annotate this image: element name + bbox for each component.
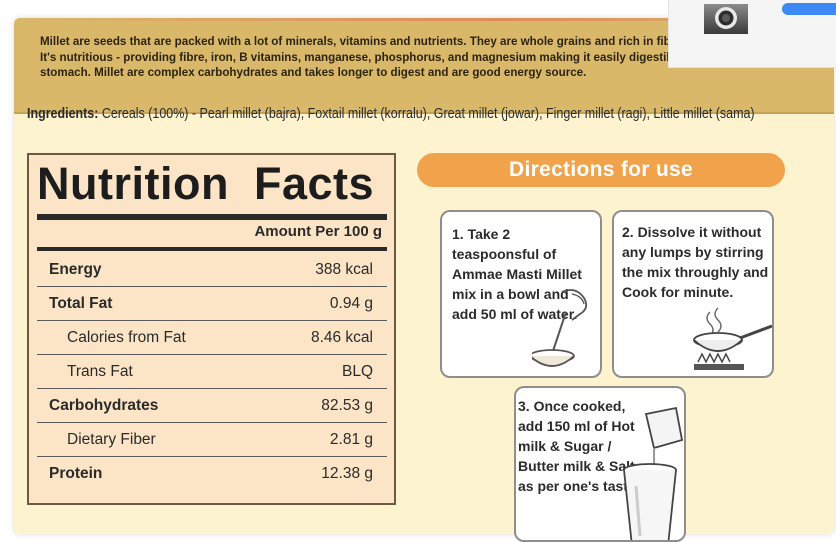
nutrition-label: Dietary Fiber xyxy=(67,430,156,448)
direction-step-3: 3. Once cooked, add 150 ml of Hot milk &… xyxy=(514,386,686,542)
direction-step-1: 1. Take 2 teaspoonsful of Ammae Masti Mi… xyxy=(440,210,602,378)
nutrition-value: 2.81 g xyxy=(329,430,373,448)
direction-step-1-text: 1. Take 2 teaspoonsful of Ammae Masti Mi… xyxy=(452,226,582,322)
bowl-stirring-icon xyxy=(532,289,588,367)
camera-icon[interactable] xyxy=(700,0,752,40)
nutrition-value: 0.94 g xyxy=(329,294,373,312)
direction-step-2: 2. Dissolve it without any lumps by stir… xyxy=(612,210,774,378)
nutrition-label: Carbohydrates xyxy=(49,396,159,414)
nutrition-amount-header: Amount Per 100 g xyxy=(254,223,382,240)
direction-step-2-text: 2. Dissolve it without any lumps by stir… xyxy=(622,224,769,300)
nutrition-label: Total Fat xyxy=(49,294,113,312)
pouring-glass-icon xyxy=(623,406,684,540)
nutrition-row-total-fat: Total Fat 0.94 g xyxy=(37,287,387,321)
nutrition-value: 8.46 kcal xyxy=(310,328,373,346)
nutrition-row-energy: Energy 388 kcal xyxy=(37,253,387,287)
nutrition-facts-panel: Nutrition Facts Amount Per 100 g Energy … xyxy=(27,153,396,505)
nutrition-row-trans-fat: Trans Fat BLQ xyxy=(37,355,387,389)
directions-title: Directions for use xyxy=(417,153,785,187)
cooking-pan-icon xyxy=(693,307,772,370)
nutrition-facts-title: Nutrition Facts xyxy=(37,158,375,209)
nutrition-label: Energy xyxy=(49,260,102,278)
intro-text: Millet are seeds that are packed with a … xyxy=(40,35,805,79)
nutrition-row-calories-from-fat: Calories from Fat 8.46 kcal xyxy=(37,321,387,355)
nutrition-divider xyxy=(37,247,387,251)
nutrition-row-carbohydrates: Carbohydrates 82.53 g xyxy=(37,389,387,423)
nutrition-label: Trans Fat xyxy=(67,362,133,380)
nutrition-label: Calories from Fat xyxy=(67,328,186,346)
browser-action-button[interactable] xyxy=(782,3,836,15)
ingredients-label: Ingredients: xyxy=(27,106,99,122)
ingredients-line: Ingredients: Cereals (100%) - Pearl mill… xyxy=(27,106,784,123)
nutrition-divider-thick xyxy=(37,214,387,220)
nutrition-row-dietary-fiber: Dietary Fiber 2.81 g xyxy=(37,423,387,457)
direction-step-3-text: 3. Once cooked, add 150 ml of Hot milk &… xyxy=(518,398,640,494)
nutrition-value: 12.38 g xyxy=(321,465,373,482)
nutrition-value: BLQ xyxy=(341,362,373,380)
nutrition-row-protein: Protein 12.38 g xyxy=(37,457,387,491)
nutrition-label: Protein xyxy=(49,465,103,482)
nutrition-value: 388 kcal xyxy=(315,260,373,278)
top-stripe xyxy=(14,18,834,21)
ingredients-text: Cereals (100%) - Pearl millet (bajra), F… xyxy=(98,106,755,122)
nutrition-value: 82.53 g xyxy=(321,396,373,414)
